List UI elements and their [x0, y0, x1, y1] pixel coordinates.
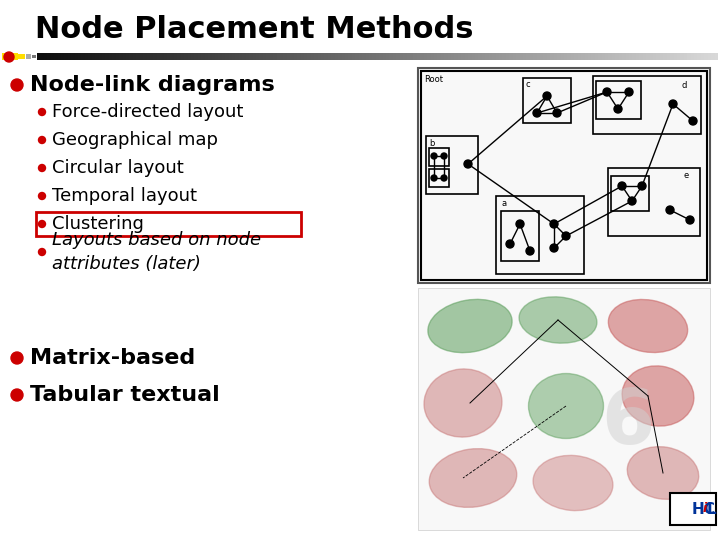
- Bar: [26, 54, 31, 59]
- Ellipse shape: [627, 447, 698, 500]
- Circle shape: [669, 100, 677, 108]
- Circle shape: [506, 240, 514, 248]
- Bar: [36, 212, 301, 236]
- Bar: [429, 148, 449, 166]
- Ellipse shape: [622, 366, 694, 426]
- Text: Geographical map: Geographical map: [52, 131, 218, 149]
- Circle shape: [550, 244, 558, 252]
- Text: Node Placement Methods: Node Placement Methods: [35, 16, 474, 44]
- Circle shape: [543, 92, 551, 100]
- Bar: [418, 288, 710, 530]
- Circle shape: [614, 105, 622, 113]
- Circle shape: [628, 197, 636, 205]
- Circle shape: [11, 79, 23, 91]
- Circle shape: [666, 206, 674, 214]
- Ellipse shape: [528, 374, 603, 438]
- Ellipse shape: [424, 369, 502, 437]
- Circle shape: [516, 220, 524, 228]
- Text: d: d: [681, 81, 686, 90]
- Text: Tabular textual: Tabular textual: [30, 385, 220, 405]
- Text: a: a: [501, 199, 506, 208]
- Text: Clustering: Clustering: [52, 215, 144, 233]
- Ellipse shape: [429, 449, 517, 508]
- Circle shape: [38, 109, 45, 116]
- Text: e: e: [683, 171, 688, 180]
- Ellipse shape: [428, 299, 512, 353]
- Circle shape: [431, 153, 437, 159]
- Circle shape: [38, 137, 45, 144]
- Ellipse shape: [533, 455, 613, 511]
- Circle shape: [431, 175, 437, 181]
- Circle shape: [686, 216, 694, 224]
- Text: Root: Root: [424, 75, 443, 84]
- Ellipse shape: [519, 297, 597, 343]
- Text: L: L: [707, 502, 716, 516]
- Circle shape: [553, 109, 561, 117]
- Text: c: c: [526, 80, 531, 89]
- Text: Node-link diagrams: Node-link diagrams: [30, 75, 275, 95]
- Text: 6: 6: [601, 386, 654, 460]
- Circle shape: [11, 389, 23, 401]
- Circle shape: [533, 109, 541, 117]
- Bar: [496, 196, 584, 274]
- Bar: [421, 71, 707, 280]
- Circle shape: [638, 182, 646, 190]
- Bar: [429, 169, 449, 187]
- Bar: [18, 54, 25, 59]
- Text: Circular layout: Circular layout: [52, 159, 184, 177]
- Circle shape: [441, 153, 447, 159]
- Bar: [596, 81, 641, 119]
- Circle shape: [625, 88, 633, 96]
- Ellipse shape: [608, 300, 688, 353]
- Circle shape: [603, 88, 611, 96]
- Circle shape: [38, 165, 45, 172]
- Circle shape: [4, 52, 14, 62]
- Text: b: b: [429, 139, 434, 148]
- Text: Layouts based on node
attributes (later): Layouts based on node attributes (later): [52, 231, 261, 273]
- Text: i: i: [703, 503, 707, 516]
- Bar: [2, 53, 18, 60]
- Bar: [670, 493, 716, 525]
- Bar: [593, 76, 701, 134]
- Circle shape: [38, 192, 45, 199]
- Bar: [418, 68, 710, 283]
- Circle shape: [618, 182, 626, 190]
- Text: Force-directed layout: Force-directed layout: [52, 103, 243, 121]
- Bar: [523, 78, 571, 123]
- Text: Temporal layout: Temporal layout: [52, 187, 197, 205]
- Text: HC: HC: [692, 502, 716, 516]
- Circle shape: [38, 248, 45, 255]
- Circle shape: [562, 232, 570, 240]
- Circle shape: [441, 175, 447, 181]
- Circle shape: [550, 220, 558, 228]
- Text: Matrix-based: Matrix-based: [30, 348, 195, 368]
- Bar: [611, 176, 649, 211]
- Circle shape: [38, 220, 45, 227]
- Bar: [608, 168, 700, 236]
- Bar: [426, 136, 478, 194]
- Circle shape: [689, 117, 697, 125]
- Circle shape: [464, 160, 472, 168]
- Bar: [501, 211, 539, 261]
- Bar: [32, 55, 36, 58]
- Circle shape: [526, 247, 534, 255]
- Circle shape: [11, 352, 23, 364]
